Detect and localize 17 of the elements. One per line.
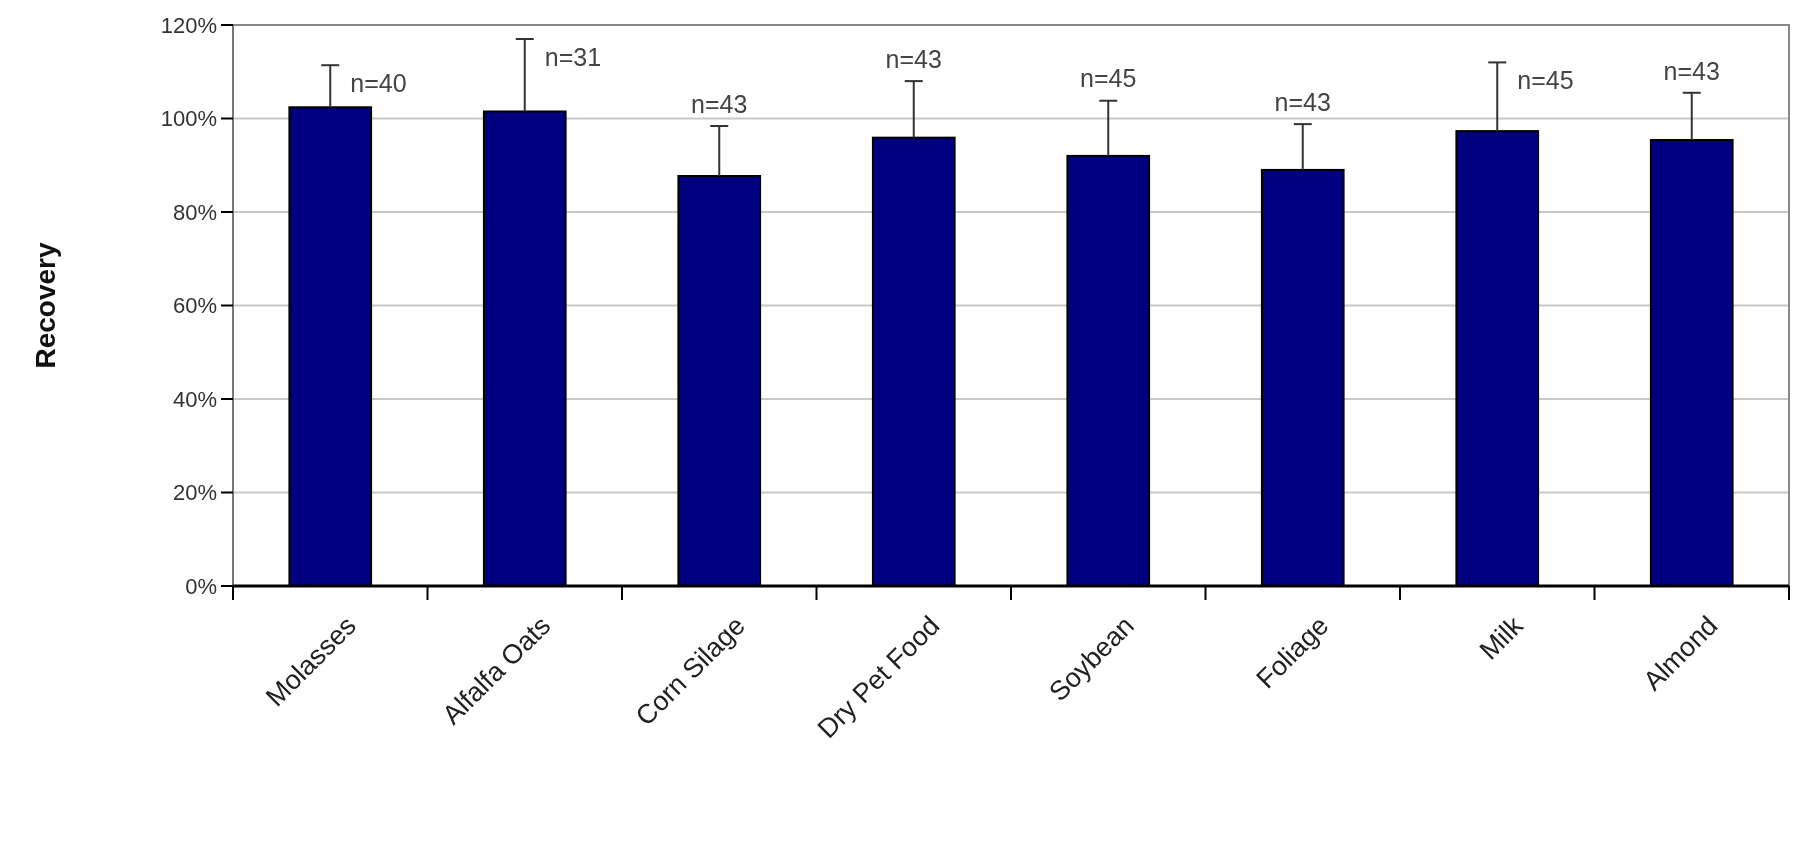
- annotation: n=43: [1274, 87, 1331, 116]
- annotation: n=45: [1517, 66, 1574, 95]
- y-tick-label: 60%: [172, 293, 217, 319]
- y-tick-label: 20%: [172, 480, 217, 506]
- annotation: n=40: [350, 68, 407, 97]
- annotation: n=43: [691, 89, 748, 118]
- y-tick-label: 100%: [160, 106, 217, 132]
- y-tick-label: 120%: [160, 12, 217, 38]
- y-axis-title: Recovery: [30, 242, 61, 369]
- y-tick-label: 80%: [172, 199, 217, 225]
- x-tick-label: Milk: [1473, 610, 1530, 666]
- annotation: n=31: [544, 42, 602, 71]
- y-tick-label: 40%: [172, 386, 217, 412]
- y-tick-label: 0%: [185, 573, 217, 599]
- annotation: n=43: [885, 44, 942, 73]
- annotation: n=43: [1663, 56, 1720, 85]
- annotation: n=45: [1080, 64, 1137, 93]
